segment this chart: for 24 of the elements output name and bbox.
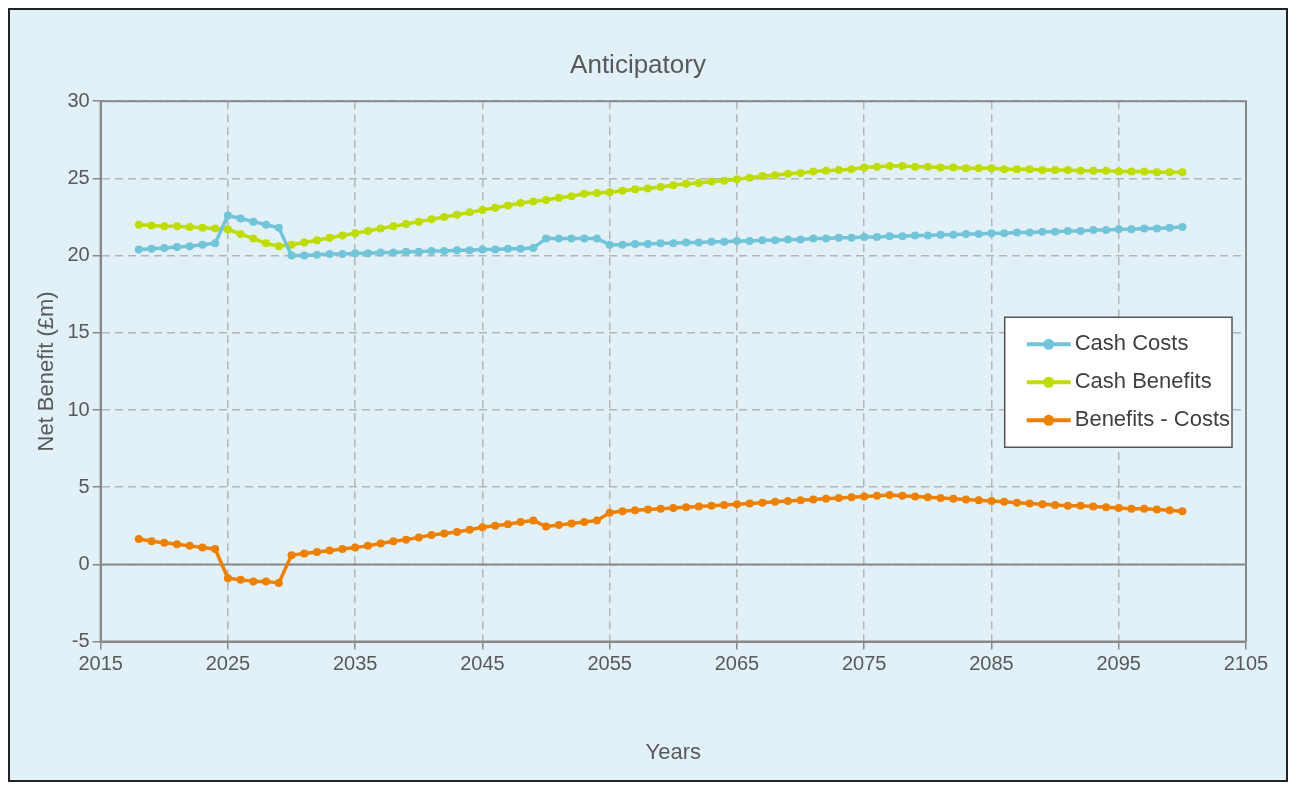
y-tick-label: 5 — [78, 474, 90, 497]
legend-label: Cash Benefits — [1074, 368, 1212, 394]
x-axis-title: Years — [645, 738, 702, 764]
legend-label: Cash Costs — [1074, 330, 1189, 356]
y-axis-title: Net Benefit (£m) — [33, 291, 59, 452]
y-tick-label: 10 — [67, 397, 90, 420]
y-tick-label: 20 — [67, 243, 90, 266]
y-tick-label: 25 — [67, 165, 90, 188]
x-tick-label: 2085 — [969, 652, 1014, 675]
x-tick-label: 2075 — [841, 652, 887, 675]
x-tick-label: 2105 — [1223, 652, 1269, 675]
chart-title: Anticipatory — [570, 48, 706, 79]
x-tick-label: 2065 — [714, 652, 760, 675]
y-tick-label: 0 — [78, 551, 90, 574]
y-tick-label: -5 — [71, 629, 90, 652]
x-tick-label: 2025 — [205, 652, 251, 675]
y-tick-label: 15 — [67, 320, 90, 343]
x-tick-label: 2015 — [78, 652, 123, 675]
y-tick-label: 30 — [67, 88, 90, 111]
x-tick-label: 2095 — [1096, 652, 1141, 675]
x-tick-label: 2045 — [460, 652, 505, 675]
x-tick-label: 2055 — [587, 652, 632, 675]
x-tick-label: 2035 — [332, 652, 378, 675]
legend-label: Benefits - Costs — [1074, 406, 1230, 432]
